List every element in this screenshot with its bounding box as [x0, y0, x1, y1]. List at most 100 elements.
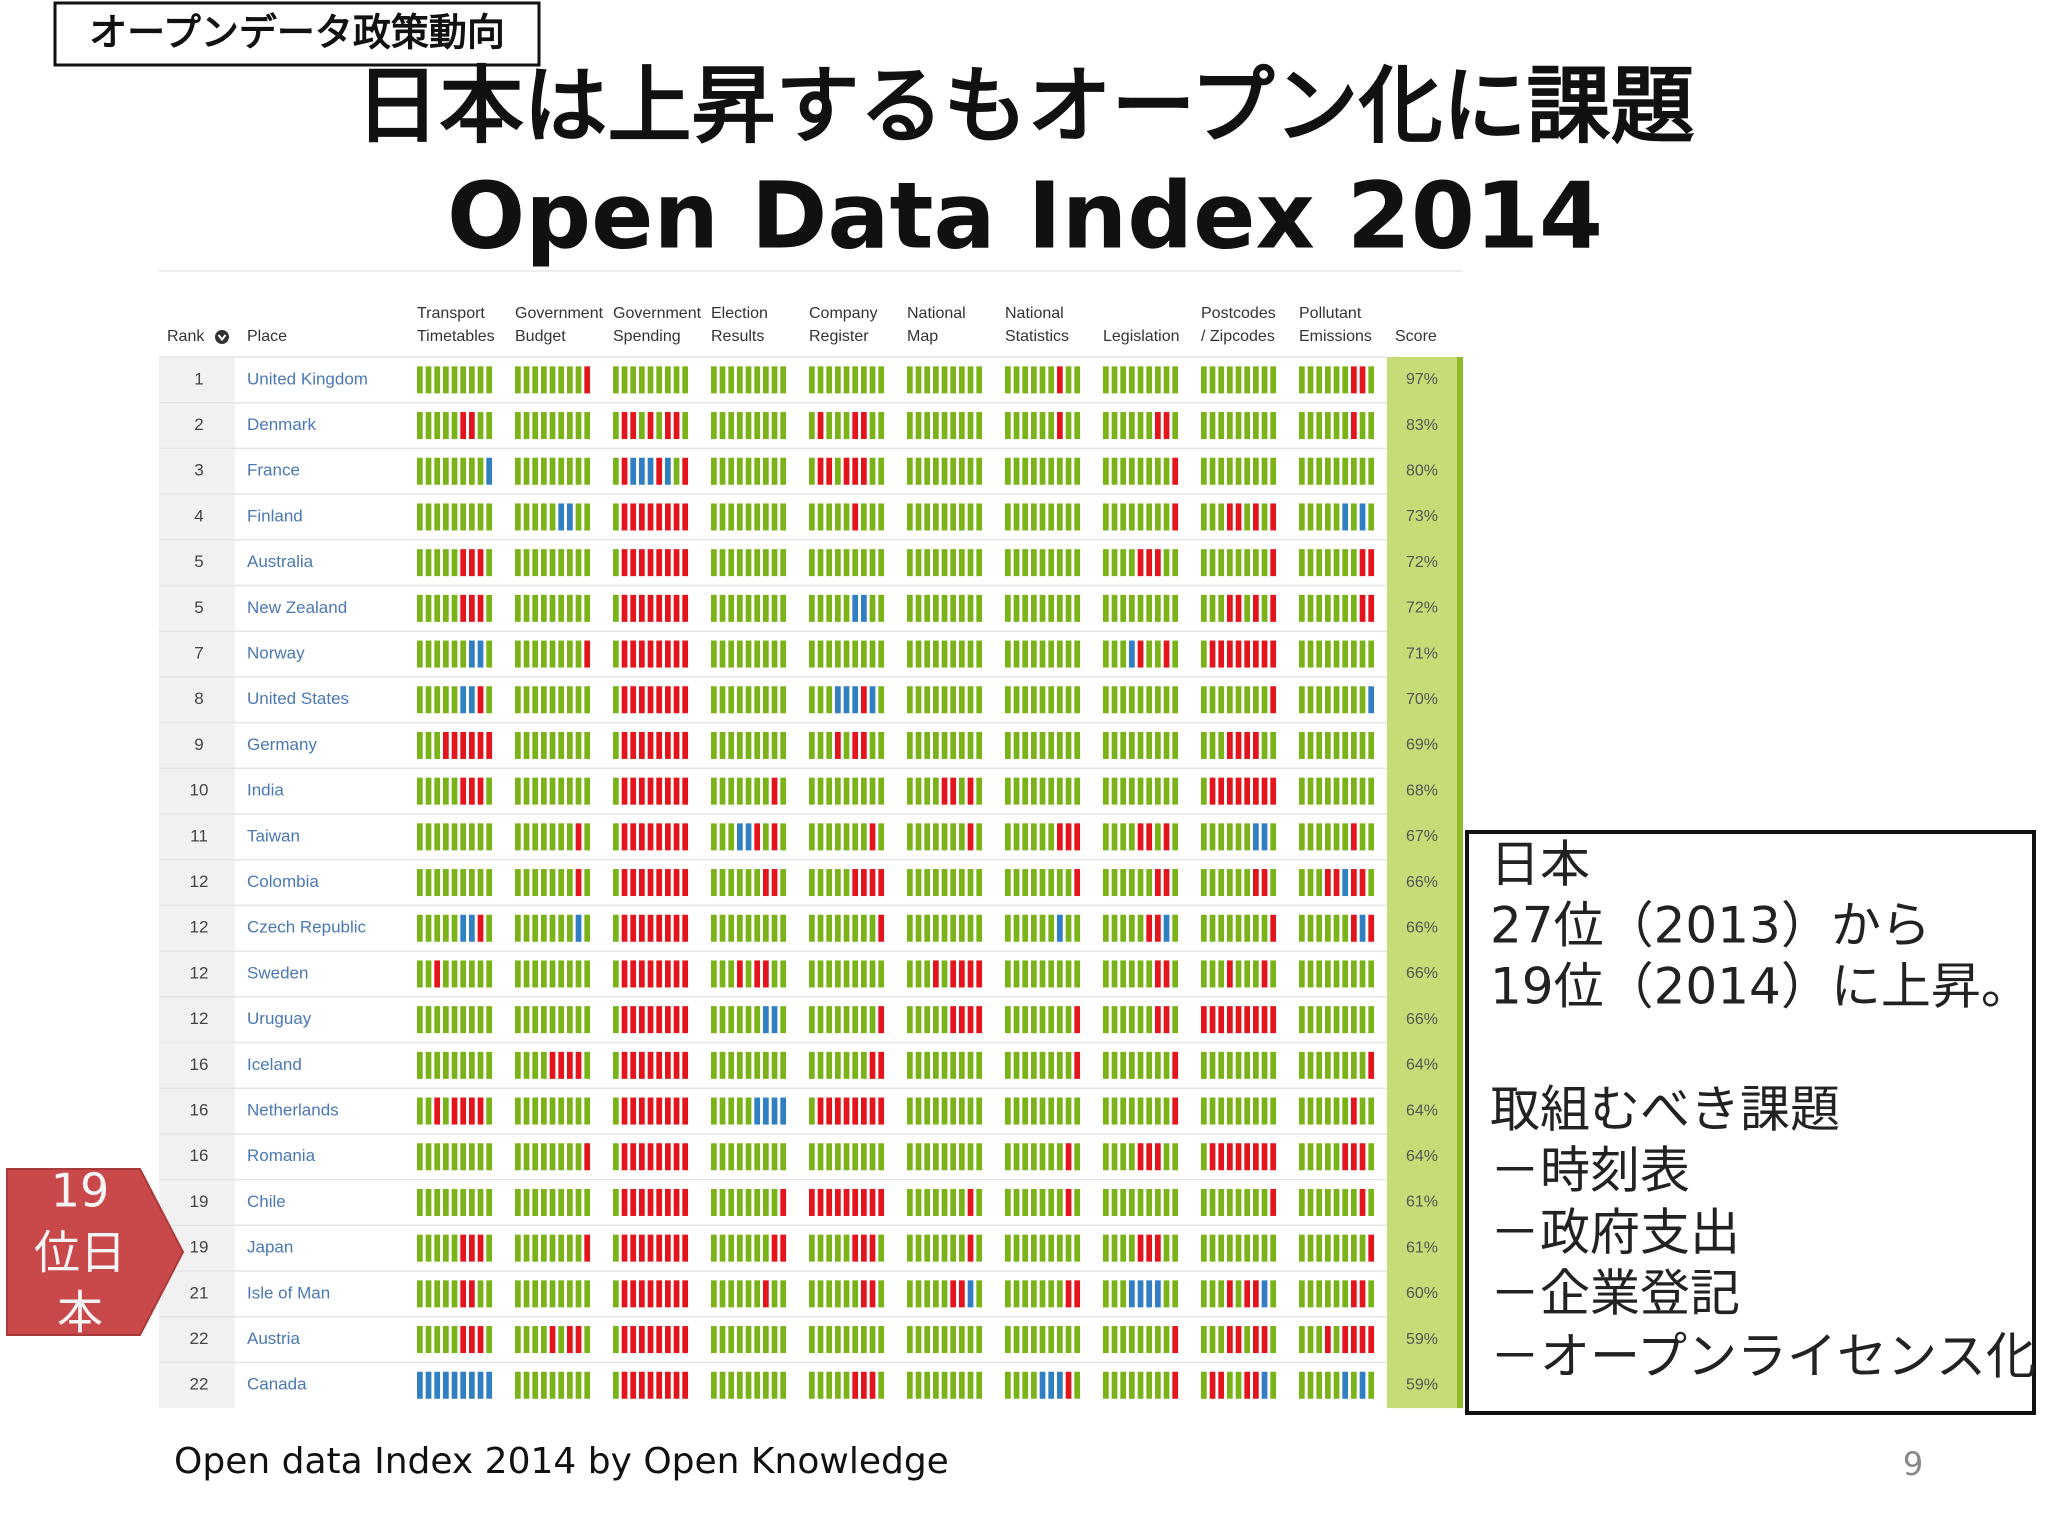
- rank: 12: [190, 918, 209, 937]
- status-bar: [780, 1051, 787, 1079]
- column-header: Statistics: [1005, 328, 1069, 345]
- status-bar: [1103, 777, 1109, 805]
- status-bar: [771, 1188, 778, 1216]
- status-bar: [460, 1051, 467, 1079]
- status-bar: [1074, 1326, 1081, 1354]
- status-bar: [639, 731, 645, 759]
- status-bar: [486, 503, 493, 531]
- rank-cell: [159, 951, 235, 997]
- status-bar: [647, 1280, 654, 1308]
- status-bar: [613, 1280, 619, 1308]
- status-bar: [621, 1371, 628, 1399]
- status-bar: [1299, 960, 1305, 988]
- status-bar: [1359, 686, 1366, 714]
- status-bar: [826, 1051, 833, 1079]
- status-bar: [933, 1280, 939, 1308]
- status-bar: [763, 686, 769, 714]
- status-bar: [924, 869, 931, 897]
- status-bar: [1129, 1280, 1135, 1308]
- status-bar: [941, 960, 948, 988]
- status-bar: [852, 1234, 859, 1262]
- status-bar: [1235, 1051, 1242, 1079]
- status-bar: [1120, 686, 1127, 714]
- status-bar: [852, 869, 859, 897]
- status-bar: [486, 777, 493, 805]
- status-bar: [532, 1326, 539, 1354]
- status-bar: [737, 412, 743, 440]
- status-bar: [1057, 960, 1063, 988]
- column-header: Government: [515, 305, 604, 322]
- status-bar: [1057, 1371, 1063, 1399]
- status-bar: [1270, 1051, 1277, 1079]
- status-bar: [1307, 503, 1314, 531]
- status-bar: [826, 914, 833, 942]
- status-bar: [673, 1234, 680, 1262]
- status-bar: [1368, 503, 1375, 531]
- status-bar: [728, 869, 735, 897]
- status-bar: [817, 731, 824, 759]
- status-bar: [477, 412, 484, 440]
- status-bar: [541, 960, 547, 988]
- status-bar: [861, 1371, 867, 1399]
- status-bar: [532, 823, 539, 851]
- status-bar: [763, 412, 769, 440]
- status-bar: [817, 1326, 824, 1354]
- status-bar: [486, 1234, 493, 1262]
- status-bar: [941, 777, 948, 805]
- status-bar: [1325, 640, 1331, 668]
- status-bar: [567, 1097, 573, 1125]
- status-bar: [771, 594, 778, 622]
- status-bar: [1227, 1280, 1233, 1308]
- rank: 5: [194, 552, 203, 571]
- status-bar: [754, 1234, 761, 1262]
- status-bar: [1235, 1280, 1242, 1308]
- status-bar: [878, 366, 885, 394]
- status-bar: [933, 503, 939, 531]
- status-bar: [869, 412, 876, 440]
- status-bar: [924, 1188, 931, 1216]
- status-bar: [924, 731, 931, 759]
- rank: 16: [190, 1146, 209, 1165]
- status-bar: [754, 1051, 761, 1079]
- status-bar: [1039, 731, 1046, 759]
- status-bar: [1120, 869, 1127, 897]
- status-bar: [1163, 594, 1170, 622]
- score: 64%: [1406, 1148, 1438, 1165]
- place: India: [247, 781, 284, 800]
- status-bar: [1244, 731, 1251, 759]
- status-bar: [647, 869, 654, 897]
- status-bar: [817, 549, 824, 577]
- status-bar: [630, 960, 637, 988]
- status-bar: [469, 1097, 475, 1125]
- status-bar: [1218, 1006, 1225, 1034]
- status-bar: [809, 640, 815, 668]
- status-bar: [835, 1371, 841, 1399]
- status-bar: [950, 1371, 957, 1399]
- status-bar: [1057, 686, 1063, 714]
- status-bar: [950, 731, 957, 759]
- status-bar: [878, 1280, 885, 1308]
- status-bar: [434, 731, 441, 759]
- status-bar: [425, 1143, 432, 1171]
- status-bar: [728, 823, 735, 851]
- status-bar: [575, 503, 582, 531]
- status-bar: [771, 869, 778, 897]
- status-bar: [1368, 1280, 1375, 1308]
- status-bar: [933, 960, 939, 988]
- status-bar: [1201, 686, 1207, 714]
- status-bar: [1333, 869, 1340, 897]
- status-bar: [826, 1188, 833, 1216]
- status-bar: [1235, 1188, 1242, 1216]
- status-bar: [817, 1006, 824, 1034]
- status-bar: [1057, 549, 1063, 577]
- status-bar: [541, 1143, 547, 1171]
- status-bar: [647, 777, 654, 805]
- status-bar: [425, 1326, 432, 1354]
- status-bar: [1013, 686, 1020, 714]
- status-bar: [1253, 777, 1259, 805]
- status-bar: [1013, 1051, 1020, 1079]
- status-bar: [941, 640, 948, 668]
- status-bar: [1048, 914, 1055, 942]
- status-bar: [532, 1051, 539, 1079]
- status-bar: [469, 1188, 475, 1216]
